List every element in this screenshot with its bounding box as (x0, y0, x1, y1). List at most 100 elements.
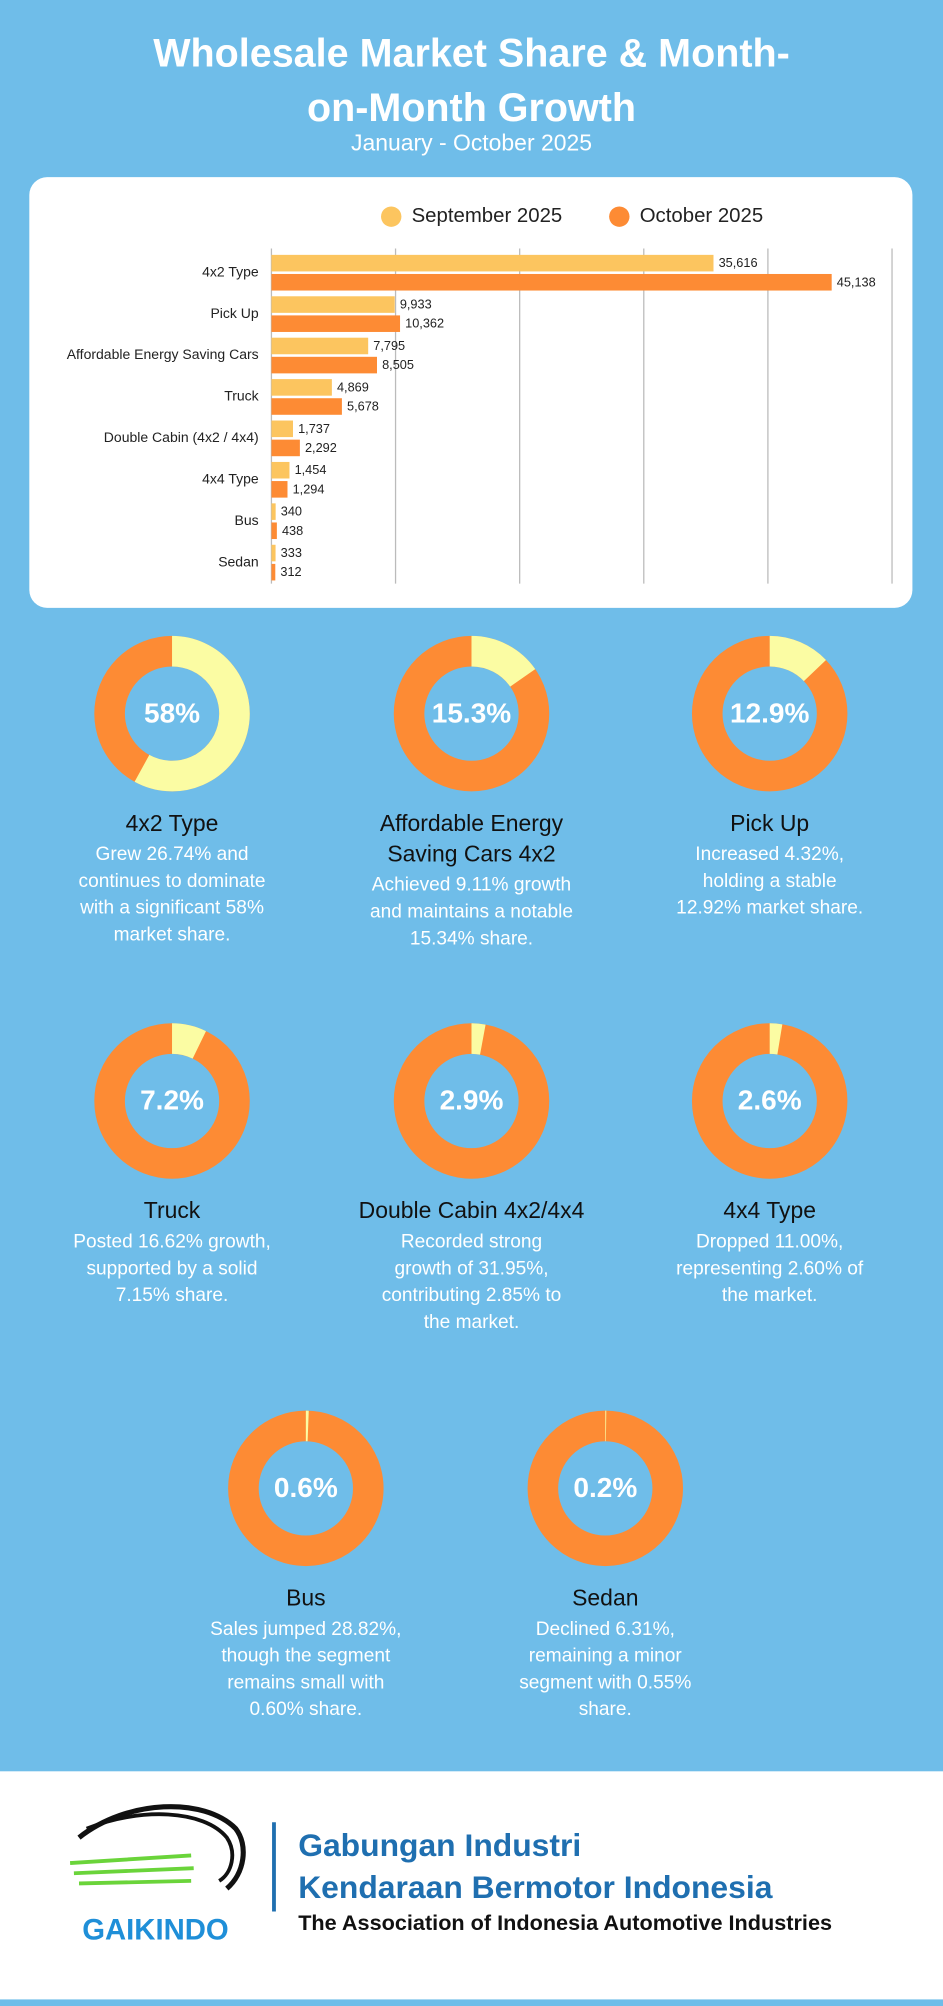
bar (271, 398, 341, 415)
donut: 0.2% (526, 1409, 684, 1567)
footer-logo: GAIKINDO Gabungan Industri Kendaraan Ber… (0, 1771, 943, 1999)
value-label: 438 (282, 523, 303, 538)
legend-label: October 2025 (640, 205, 763, 227)
bar (271, 481, 287, 498)
bar (271, 522, 276, 539)
donut-description: Sales jumped 28.82%, though the segment … (204, 1616, 408, 1723)
y-tick-label: 4x4 Type (202, 470, 259, 486)
value-label: 1,294 (293, 481, 325, 496)
value-label: 9,933 (400, 297, 432, 312)
value-label: 7,795 (373, 338, 405, 353)
donut-value-label: 0.2% (573, 1472, 637, 1503)
bar (271, 503, 275, 520)
bar (271, 421, 293, 438)
y-tick-label: Affordable Energy Saving Cars (67, 346, 259, 362)
org-name: Gabungan Industri (298, 1827, 581, 1863)
donut-title: Truck (51, 1195, 293, 1226)
value-label: 333 (281, 545, 302, 560)
legend-swatch (381, 206, 401, 226)
donut-value-label: 7.2% (140, 1085, 204, 1116)
bar (271, 357, 377, 374)
bar (271, 255, 713, 272)
donut-description: Increased 4.32%, holding a stable 12.92%… (668, 841, 872, 921)
donut: 2.6% (691, 1022, 849, 1180)
donut-slice (471, 1039, 482, 1040)
donut-description: Posted 16.62% growth, supported by a sol… (70, 1228, 274, 1308)
bar (271, 274, 831, 291)
donut-slice (172, 1039, 199, 1045)
donut-title: Pick Up (649, 808, 891, 839)
logo-text: GAIKINDO (82, 1914, 228, 1947)
value-label: 340 (281, 504, 302, 519)
bar (271, 338, 368, 355)
donut-value-label: 2.6% (738, 1085, 802, 1116)
org-tagline: The Association of Indonesia Automotive … (298, 1910, 832, 1935)
org-name: Kendaraan Bermotor Indonesia (298, 1869, 773, 1905)
value-label: 4,869 (337, 379, 369, 394)
bar (271, 462, 289, 479)
donut-value-label: 0.6% (274, 1472, 338, 1503)
donut-value-label: 12.9% (730, 697, 810, 728)
donut-title: 4x2 Type (51, 808, 293, 839)
value-label: 1,737 (298, 421, 330, 436)
donut-title: Double Cabin 4x2/4x4 (350, 1195, 592, 1226)
value-label: 1,454 (295, 462, 327, 477)
y-tick-label: Truck (224, 388, 259, 404)
value-label: 2,292 (305, 440, 337, 455)
donut: 12.9% (691, 635, 849, 793)
donut-title: 4x4 Type (649, 1195, 891, 1226)
bar (271, 564, 275, 581)
bar (271, 379, 331, 396)
donut-description: Declined 6.31%, remaining a minor segmen… (503, 1616, 707, 1723)
value-label: 10,362 (405, 316, 444, 331)
bar-chart: September 2025 October 2025 4x2 Type 35,616… (0, 0, 943, 612)
donut: 15.3% (392, 635, 550, 793)
logo-swoosh (79, 1807, 243, 1889)
bar (271, 545, 275, 562)
donut: 7.2% (93, 1022, 251, 1180)
bar (271, 315, 400, 332)
logo-lines (70, 1855, 194, 1883)
donut-description: Recorded strong growth of 31.95%, contri… (370, 1228, 574, 1335)
donut-slice (471, 651, 522, 678)
donut: 2.9% (392, 1022, 550, 1180)
y-tick-label: Bus (235, 512, 259, 528)
bar (271, 296, 394, 313)
donut-title: Sedan (484, 1583, 726, 1614)
donut-slice (770, 1039, 780, 1040)
donut-description: Dropped 11.00%, representing 2.60% of th… (668, 1228, 872, 1308)
y-tick-label: Pick Up (210, 305, 258, 321)
value-label: 8,505 (382, 357, 414, 372)
y-tick-label: Double Cabin (4x2 / 4x4) (104, 429, 259, 445)
value-label: 45,138 (837, 274, 876, 289)
value-label: 5,678 (347, 399, 379, 414)
donut-value-label: 2.9% (440, 1085, 504, 1116)
donut-slice (770, 651, 815, 670)
value-label: 312 (280, 564, 301, 579)
donut-description: Grew 26.74% and continues to dominate wi… (70, 841, 274, 948)
value-label: 35,616 (719, 255, 758, 270)
donut-description: Achieved 9.11% growth and maintains a no… (370, 872, 574, 952)
footer: GAIKINDO Gabungan Industri Kendaraan Ber… (0, 1771, 943, 1999)
donut: 58% (93, 635, 251, 793)
y-tick-label: Sedan (218, 553, 258, 569)
donut-title: Affordable Energy Saving Cars 4x2 (350, 808, 592, 869)
donut-value-label: 58% (144, 697, 200, 728)
chart-card (29, 177, 912, 608)
donut-value-label: 15.3% (432, 697, 512, 728)
legend-label: September 2025 (412, 205, 563, 227)
y-tick-label: 4x2 Type (202, 263, 259, 279)
donut: 0.6% (227, 1409, 385, 1567)
bar (271, 440, 299, 457)
donut-title: Bus (185, 1583, 427, 1614)
